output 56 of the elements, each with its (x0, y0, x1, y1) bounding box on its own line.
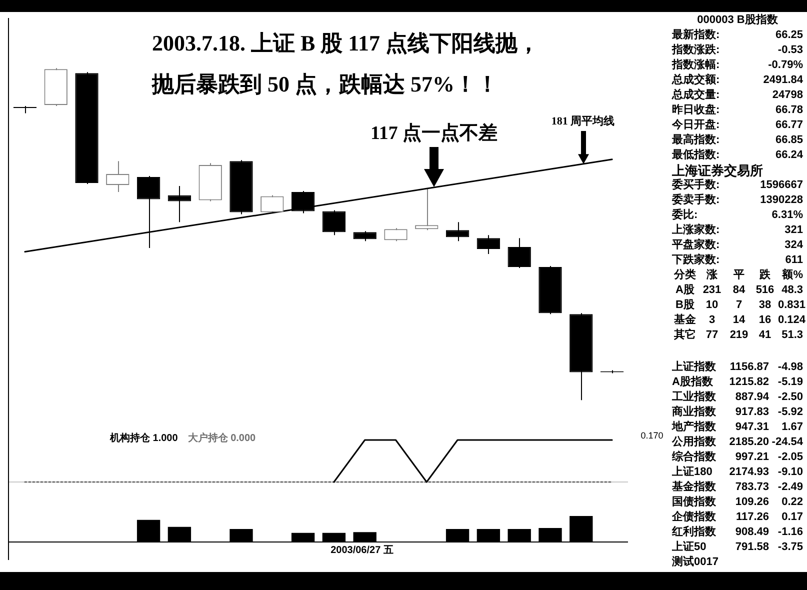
text: 委比: 6.31% (672, 209, 803, 221)
text: 最高指数: 66.85 (672, 134, 803, 146)
text: 指数涨跌: -0.53 (672, 44, 803, 56)
text: 上证指数 1156.87 -4.98 (672, 361, 803, 373)
text: B股 10 7 38 0.831 (676, 299, 806, 311)
candlestick (384, 228, 408, 242)
text: 000003 B股指数 (697, 14, 778, 26)
text: 今日开盘: 66.77 (672, 119, 803, 131)
text: 地产指数 947.31 1.67 (672, 421, 803, 433)
text: 公用指数 2185.20 -24.54 (672, 436, 803, 448)
text: A股指数 1215.82 -5.19 (672, 376, 803, 388)
text: 商业指数 917.83 -5.92 (672, 406, 803, 418)
text: 红利指数 908.49 -1.16 (672, 526, 803, 538)
text: 最低指数: 66.24 (672, 149, 803, 161)
text: 最新指数: 66.25 (672, 29, 803, 41)
text: 2003/06/27 五 (330, 544, 394, 556)
candlestick (446, 222, 470, 242)
text: 其它 77 219 41 51.3 (673, 328, 803, 343)
candlestick (260, 194, 284, 214)
text: A股 231 84 516 48.3 (674, 283, 803, 298)
text: 委买手数: 1596667 (672, 179, 803, 191)
candlestick (508, 238, 531, 268)
chart-title: 2003.7.18. 上证 B 股 117 点线下阳线抛， (152, 30, 540, 56)
text: 总成交量: 24798 (672, 89, 803, 101)
text: 下跌家数: 611 (672, 254, 803, 266)
candlestick (322, 210, 346, 236)
candlestick (106, 160, 130, 192)
text: 上海证券交易所 (672, 163, 763, 178)
chart-subtitle: 抛后暴跌到 50 点，跌幅达 57%！！ (151, 72, 498, 97)
candlestick (415, 187, 438, 231)
text: 基金指数 783.73 -2.49 (672, 481, 803, 493)
text: 企债指数 117.26 0.17 (672, 511, 803, 523)
text: 指数涨幅: -0.79% (672, 59, 803, 71)
text: 上涨家数: 321 (672, 224, 803, 236)
candlestick (291, 190, 315, 214)
text: 国债指数 109.26 0.22 (672, 496, 803, 508)
candlestick (136, 176, 160, 249)
text: 工业指数 887.94 -2.50 (672, 391, 803, 403)
text: 大户持仓 0.000 (186, 432, 256, 444)
annotation: 181 周平均线 (551, 114, 615, 128)
text: 分类 涨 平 跌 额% (674, 269, 803, 281)
text: 机构持仓 1.000 (109, 432, 178, 444)
text: 平盘家数: 324 (672, 239, 803, 251)
candlestick (353, 230, 376, 242)
text: 测试0017 (672, 556, 718, 568)
text: 0.170 (640, 430, 664, 440)
text: 委卖手数: 1390228 (672, 194, 803, 206)
text: 基金 3 14 16 0.124 (674, 314, 806, 326)
annotation: 117 点一点不差 (370, 122, 498, 144)
candlestick (476, 234, 500, 255)
text: 综合指数 997.21 -2.05 (672, 451, 803, 463)
text: 上证50 791.58 -3.75 (672, 541, 803, 553)
text: 上证180 2174.93 -9.10 (672, 466, 803, 478)
text: 总成交额: 2491.84 (672, 74, 803, 86)
candlestick (13, 105, 37, 114)
text: 昨日收盘: 66.78 (672, 104, 803, 116)
